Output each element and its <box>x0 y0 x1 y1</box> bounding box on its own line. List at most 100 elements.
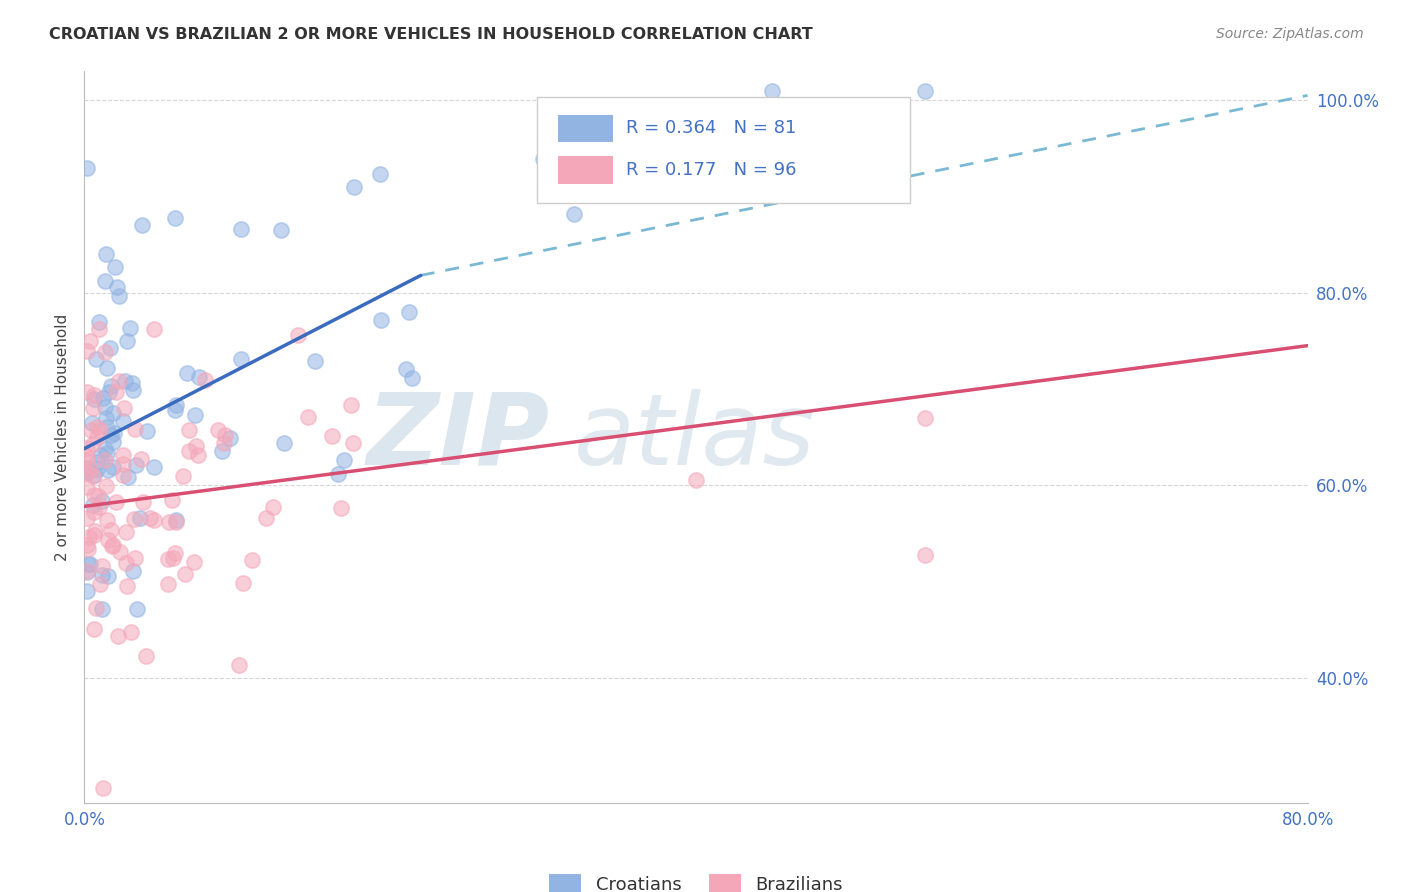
Point <box>124 551 146 566</box>
Point <box>100 379 122 393</box>
Point <box>82 468 104 483</box>
Text: Source: ZipAtlas.com: Source: ZipAtlas.com <box>1216 27 1364 41</box>
Point <box>101 434 124 449</box>
Point <box>135 648 157 663</box>
Point <box>83 468 105 483</box>
Point <box>188 370 211 384</box>
Point <box>139 510 162 524</box>
Point <box>76 450 98 464</box>
Point <box>84 524 107 538</box>
Point <box>173 566 195 581</box>
Point <box>101 406 124 420</box>
Point <box>90 559 112 574</box>
Point <box>76 384 98 399</box>
Point <box>184 439 207 453</box>
Point <box>342 435 364 450</box>
Point <box>97 463 120 477</box>
Point <box>76 583 98 598</box>
Point <box>111 413 134 427</box>
Point <box>80 416 103 430</box>
Point <box>270 222 292 236</box>
Point <box>297 410 319 425</box>
Point <box>124 422 146 436</box>
Text: atlas: atlas <box>574 389 815 485</box>
Point <box>89 577 111 591</box>
Point <box>162 550 184 565</box>
Point <box>77 557 100 571</box>
FancyBboxPatch shape <box>537 97 910 203</box>
Point <box>94 442 117 456</box>
Point <box>157 551 180 566</box>
Point <box>112 401 135 415</box>
Point <box>914 84 936 98</box>
Point <box>207 423 229 437</box>
Point <box>143 322 166 336</box>
Point <box>157 515 180 529</box>
Point <box>104 495 127 509</box>
FancyBboxPatch shape <box>558 114 613 143</box>
Point <box>103 426 125 441</box>
Point <box>83 505 105 519</box>
Point <box>122 564 145 578</box>
Point <box>214 428 236 442</box>
Point <box>343 180 366 194</box>
Y-axis label: 2 or more Vehicles in Household: 2 or more Vehicles in Household <box>55 313 70 561</box>
Point <box>111 468 134 483</box>
Point <box>91 567 114 582</box>
Point <box>108 374 131 388</box>
Point <box>118 320 141 334</box>
Text: CROATIAN VS BRAZILIAN 2 OR MORE VEHICLES IN HOUSEHOLD CORRELATION CHART: CROATIAN VS BRAZILIAN 2 OR MORE VEHICLES… <box>49 27 813 42</box>
Point <box>96 479 118 493</box>
Legend: Croatians, Brazilians: Croatians, Brazilians <box>541 867 851 892</box>
Point <box>163 211 186 226</box>
Point <box>79 558 101 572</box>
Point <box>177 423 200 437</box>
Point <box>111 448 134 462</box>
Point <box>163 546 186 560</box>
Point <box>122 383 145 397</box>
Point <box>114 374 136 388</box>
Point <box>232 575 254 590</box>
Point <box>83 387 105 401</box>
Point <box>76 538 98 552</box>
Point <box>100 539 122 553</box>
Point <box>101 537 124 551</box>
Point <box>401 370 423 384</box>
Point <box>914 410 936 425</box>
Point <box>94 345 117 359</box>
Point <box>104 384 127 399</box>
Point <box>143 513 166 527</box>
Point <box>76 511 98 525</box>
Point <box>179 443 201 458</box>
Point <box>761 84 783 98</box>
Point <box>122 512 145 526</box>
Point <box>83 622 105 636</box>
Point <box>76 161 98 175</box>
Point <box>229 222 252 236</box>
Point <box>254 510 277 524</box>
Point <box>228 657 250 672</box>
Point <box>115 334 138 348</box>
Point <box>531 152 554 166</box>
Point <box>90 448 112 462</box>
Point <box>86 489 108 503</box>
Point <box>79 461 101 475</box>
Point <box>163 403 186 417</box>
Point <box>160 492 183 507</box>
Point <box>914 548 936 562</box>
Point <box>83 392 105 406</box>
Point <box>91 781 114 796</box>
Point <box>165 513 187 527</box>
Point <box>91 391 114 405</box>
Point <box>370 313 392 327</box>
Point <box>240 553 263 567</box>
Point <box>93 453 115 467</box>
Point <box>83 528 105 542</box>
Point <box>105 280 128 294</box>
Point <box>97 533 120 548</box>
Point <box>120 625 142 640</box>
Text: R = 0.364   N = 81: R = 0.364 N = 81 <box>626 120 797 137</box>
Point <box>90 601 112 615</box>
Point <box>183 555 205 569</box>
Point <box>142 460 165 475</box>
